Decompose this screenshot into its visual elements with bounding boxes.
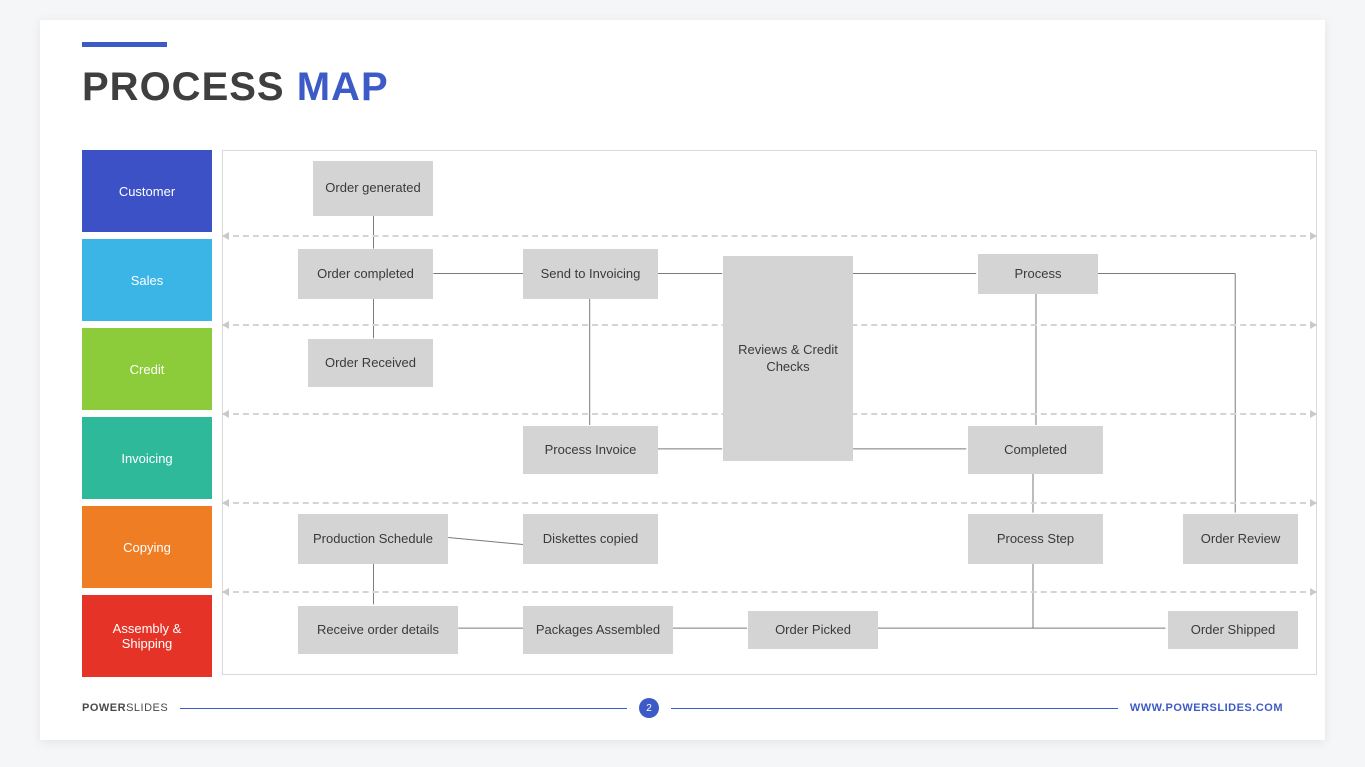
footer-url: WWW.POWERSLIDES.COM xyxy=(1130,702,1283,714)
node-diskettes: Diskettes copied xyxy=(523,514,658,564)
process-map-chart: Order generated Order completed Send to In… xyxy=(222,150,1317,675)
node-order_shipped: Order Shipped xyxy=(1168,611,1298,649)
node-completed: Completed xyxy=(968,426,1103,474)
node-order_completed: Order completed xyxy=(298,249,433,299)
node-receive_details: Receive order details xyxy=(298,606,458,654)
footer-page-number: 2 xyxy=(639,698,659,718)
node-process_step: Process Step xyxy=(968,514,1103,564)
node-packages: Packages Assembled xyxy=(523,606,673,654)
node-order_generated: Order generated xyxy=(313,161,433,216)
footer-brand-bold: POWER xyxy=(82,702,126,714)
page-title: PROCESS MAP xyxy=(82,65,389,110)
node-process_invoice: Process Invoice xyxy=(523,426,658,474)
title-word-1: PROCESS xyxy=(82,65,285,109)
lane-divider xyxy=(223,591,1316,593)
title-word-2: MAP xyxy=(297,65,389,109)
node-process: Process xyxy=(978,254,1098,294)
lane-label-1: Sales xyxy=(82,239,212,321)
lane-label-4: Copying xyxy=(82,506,212,588)
node-order_review: Order Review xyxy=(1183,514,1298,564)
footer-brand-light: SLIDES xyxy=(126,702,168,714)
node-prod_schedule: Production Schedule xyxy=(298,514,448,564)
node-order_received: Order Received xyxy=(308,339,433,387)
slide: PROCESS MAP CustomerSalesCreditInvoicing… xyxy=(40,20,1325,740)
lane-divider xyxy=(223,235,1316,237)
node-send_invoicing: Send to Invoicing xyxy=(523,249,658,299)
swimlane-labels: CustomerSalesCreditInvoicingCopyingAssem… xyxy=(82,150,212,684)
lane-label-3: Invoicing xyxy=(82,417,212,499)
lane-label-5: Assembly & Shipping xyxy=(82,595,212,677)
footer: POWERSLIDES 2 WWW.POWERSLIDES.COM xyxy=(82,696,1283,720)
node-reviews_credit: Reviews & Credit Checks xyxy=(723,256,853,461)
lane-label-0: Customer xyxy=(82,150,212,232)
footer-line-left xyxy=(180,708,627,709)
accent-bar xyxy=(82,42,167,47)
lane-label-2: Credit xyxy=(82,328,212,410)
lane-divider xyxy=(223,502,1316,504)
node-order_picked: Order Picked xyxy=(748,611,878,649)
footer-brand: POWERSLIDES xyxy=(82,702,168,714)
footer-line-right xyxy=(671,708,1118,709)
